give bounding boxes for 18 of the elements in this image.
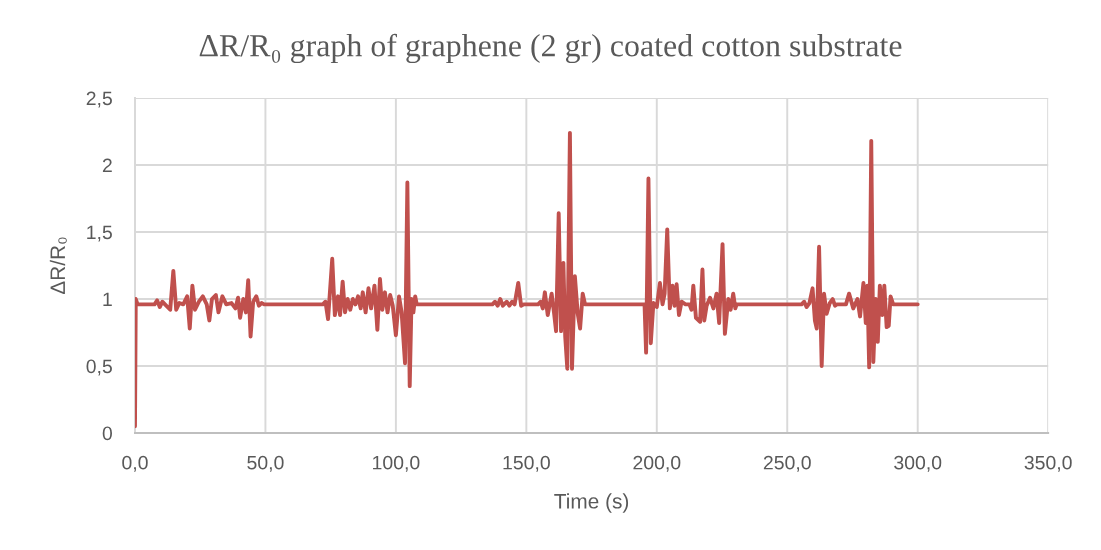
x-tick-label: 50,0: [247, 455, 284, 472]
x-tick-label: 200,0: [633, 455, 681, 472]
x-tick-label: 350,0: [1024, 455, 1072, 472]
line-series: [134, 130, 920, 429]
x-tick-label: 100,0: [373, 455, 420, 472]
chart-title: ΔR/R₀ graph of graphene (2 gr) coated cotton substrate: [199, 33, 902, 64]
y-tick-label: 1,5: [87, 225, 112, 242]
x-tick-label: 0,0: [122, 455, 148, 472]
y-axis-title: ΔR/R₀: [49, 237, 67, 295]
x-tick-label: 250,0: [763, 455, 811, 472]
x-axis-title: Time (s): [554, 493, 629, 513]
y-tick-label: 2,5: [86, 91, 112, 108]
x-tick-label: 300,0: [894, 455, 942, 472]
y-tick-label: 0,5: [86, 359, 112, 376]
y-tick-label: 1: [103, 292, 112, 307]
x-tick-label: 150,0: [503, 455, 550, 472]
y-tick-label: 2: [102, 158, 112, 173]
y-tick-label: 0: [102, 426, 112, 441]
